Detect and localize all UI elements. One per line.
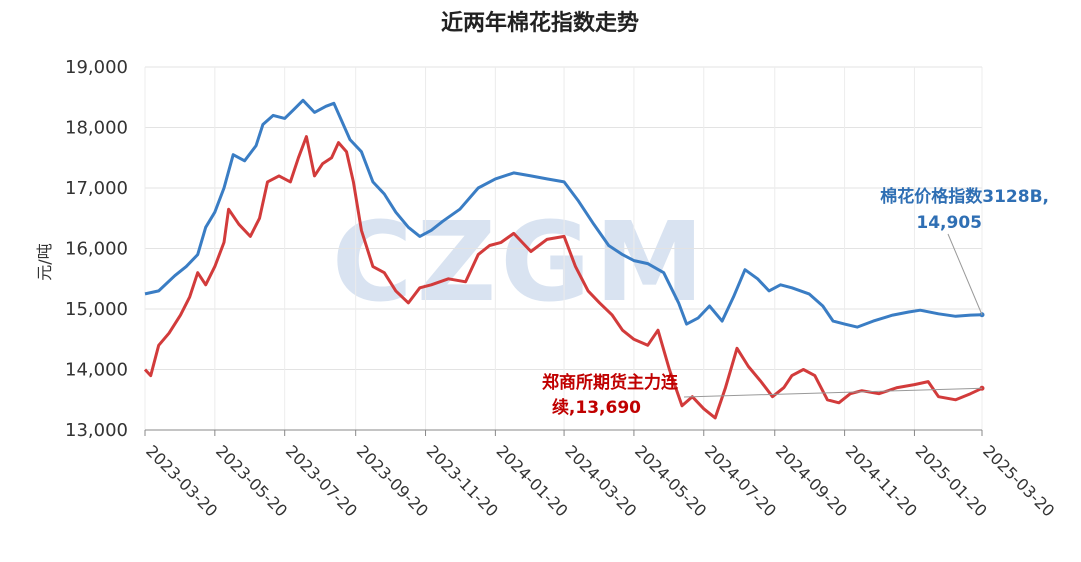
y-axis-label: 元/吨: [35, 243, 54, 280]
red-leader-line: [683, 387, 983, 398]
red-end-label-line1: 郑商所期货主力连: [542, 372, 679, 393]
y-tick-label: 19,000: [65, 57, 128, 78]
annotations: 棉花价格指数3128B, 14,905 郑商所期货主力连 续,13,690: [542, 186, 1049, 418]
watermark-text: CZGM: [332, 198, 708, 326]
blue-end-value: 14,905: [916, 213, 982, 233]
y-tick-labels: 13,000 14,000 15,000 16,000 17,000 18,000 19,0…: [65, 57, 128, 441]
chart-title: 近两年棉花指数走势: [441, 10, 639, 36]
y-tick-label: 17,000: [65, 178, 128, 199]
y-tick-label: 13,000: [65, 420, 128, 441]
red-end-label-line2: 续,13,690: [552, 397, 641, 418]
blue-leader-line: [947, 233, 983, 315]
y-tick-label: 15,000: [65, 299, 128, 320]
series-line-0: [144, 98, 983, 329]
blue-end-label: 棉花价格指数3128B,: [880, 186, 1049, 207]
y-tick-label: 14,000: [65, 360, 128, 381]
y-tick-label: 16,000: [65, 239, 128, 260]
grid-lines: [144, 66, 983, 436]
y-tick-label: 18,000: [65, 118, 128, 139]
series-line-1: [143, 135, 983, 420]
